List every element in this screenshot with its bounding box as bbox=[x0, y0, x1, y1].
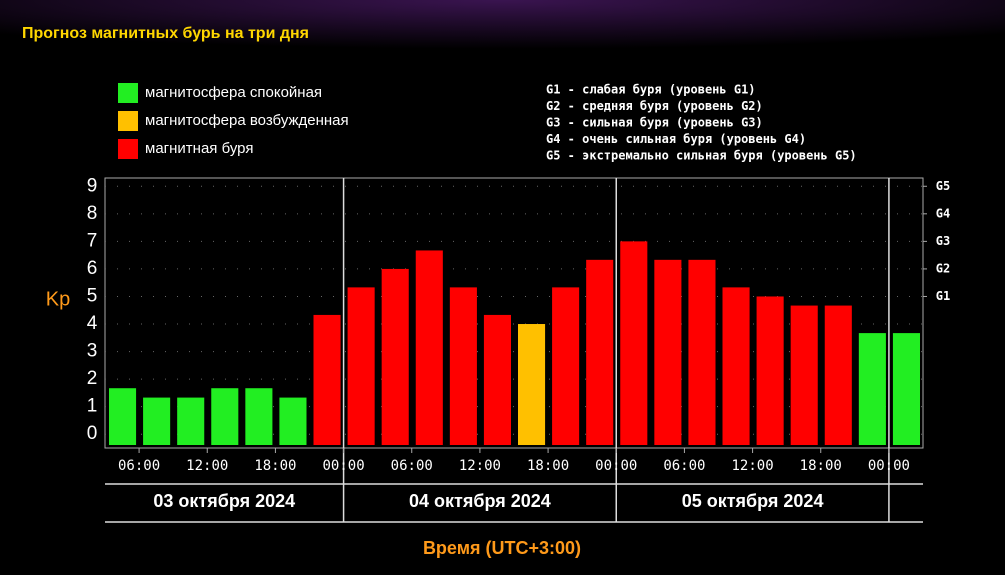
y-tick-label: 7 bbox=[87, 230, 98, 251]
background-glow bbox=[0, 0, 1005, 70]
plot-area bbox=[104, 177, 924, 449]
date-label: 05 октября 2024 bbox=[682, 491, 824, 511]
bar bbox=[824, 305, 852, 445]
bar bbox=[347, 287, 375, 445]
legend-swatch bbox=[118, 139, 138, 159]
legend-swatch bbox=[118, 83, 138, 103]
y2-tick-label: G4 bbox=[936, 206, 950, 220]
bar bbox=[449, 287, 477, 445]
y2-tick-label: G2 bbox=[936, 261, 950, 275]
x-tick-label: 12:00 bbox=[732, 458, 774, 474]
x-tick-label: 18:00 bbox=[527, 458, 569, 474]
y-axis-label: Kp bbox=[46, 288, 70, 310]
storm-level-label: G4 - очень сильная буря (уровень G4) bbox=[546, 132, 806, 146]
storm-level-label: G2 - средняя буря (уровень G2) bbox=[546, 99, 763, 113]
legend-label: магнитосфера возбужденная bbox=[145, 112, 349, 129]
bar bbox=[415, 250, 443, 445]
x-tick-label: 00:00 bbox=[868, 458, 910, 474]
bar bbox=[279, 397, 307, 445]
y2-tick-label: G1 bbox=[936, 289, 950, 303]
bar bbox=[177, 397, 205, 445]
x-tick-label: 06:00 bbox=[391, 458, 433, 474]
x-tick-label: 18:00 bbox=[254, 458, 296, 474]
bar bbox=[620, 241, 648, 445]
bar bbox=[586, 259, 614, 445]
date-label: 03 октября 2024 bbox=[153, 491, 295, 511]
y-tick-label: 3 bbox=[87, 341, 98, 362]
y-tick-label: 5 bbox=[87, 285, 98, 306]
storm-level-label: G5 - экстремально сильная буря (уровень … bbox=[546, 149, 857, 163]
x-tick-label: 12:00 bbox=[186, 458, 228, 474]
legend-label: магнитосфера спокойная bbox=[145, 84, 322, 101]
x-tick-label: 18:00 bbox=[800, 458, 842, 474]
x-tick-label: 12:00 bbox=[459, 458, 501, 474]
legend-swatch bbox=[118, 111, 138, 131]
y-tick-label: 4 bbox=[87, 313, 98, 334]
legend-label: магнитная буря bbox=[145, 140, 253, 157]
bar bbox=[722, 287, 750, 445]
bar bbox=[381, 268, 409, 445]
bar bbox=[313, 314, 341, 445]
y-tick-label: 6 bbox=[87, 258, 98, 279]
bar bbox=[654, 259, 682, 445]
x-tick-label: 00:00 bbox=[595, 458, 637, 474]
chart-title: Прогноз магнитных бурь на три дня bbox=[22, 25, 309, 42]
bar bbox=[552, 287, 580, 445]
bar bbox=[518, 324, 546, 445]
y-tick-label: 9 bbox=[87, 175, 98, 196]
bar bbox=[245, 388, 273, 445]
bar bbox=[688, 259, 716, 445]
y-tick-label: 8 bbox=[87, 203, 98, 224]
storm-level-label: G1 - слабая буря (уровень G1) bbox=[546, 83, 756, 97]
bar bbox=[756, 296, 784, 445]
y-tick-label: 2 bbox=[87, 368, 98, 389]
bar bbox=[790, 305, 818, 445]
y-tick-label: 1 bbox=[87, 396, 98, 417]
y-tick-label: 0 bbox=[87, 423, 98, 444]
date-label: 04 октября 2024 bbox=[409, 491, 551, 511]
bar bbox=[211, 388, 239, 445]
bar bbox=[143, 397, 171, 445]
x-axis-label: Время (UTC+3:00) bbox=[423, 538, 581, 558]
bar bbox=[892, 333, 920, 445]
bar bbox=[483, 314, 511, 445]
x-tick-label: 06:00 bbox=[118, 458, 160, 474]
bar bbox=[858, 333, 886, 445]
bar bbox=[109, 388, 137, 445]
storm-level-label: G3 - сильная буря (уровень G3) bbox=[546, 116, 763, 130]
y2-tick-label: G5 bbox=[936, 179, 950, 193]
x-tick-label: 00:00 bbox=[323, 458, 365, 474]
x-tick-label: 06:00 bbox=[663, 458, 705, 474]
y2-tick-label: G3 bbox=[936, 234, 950, 248]
